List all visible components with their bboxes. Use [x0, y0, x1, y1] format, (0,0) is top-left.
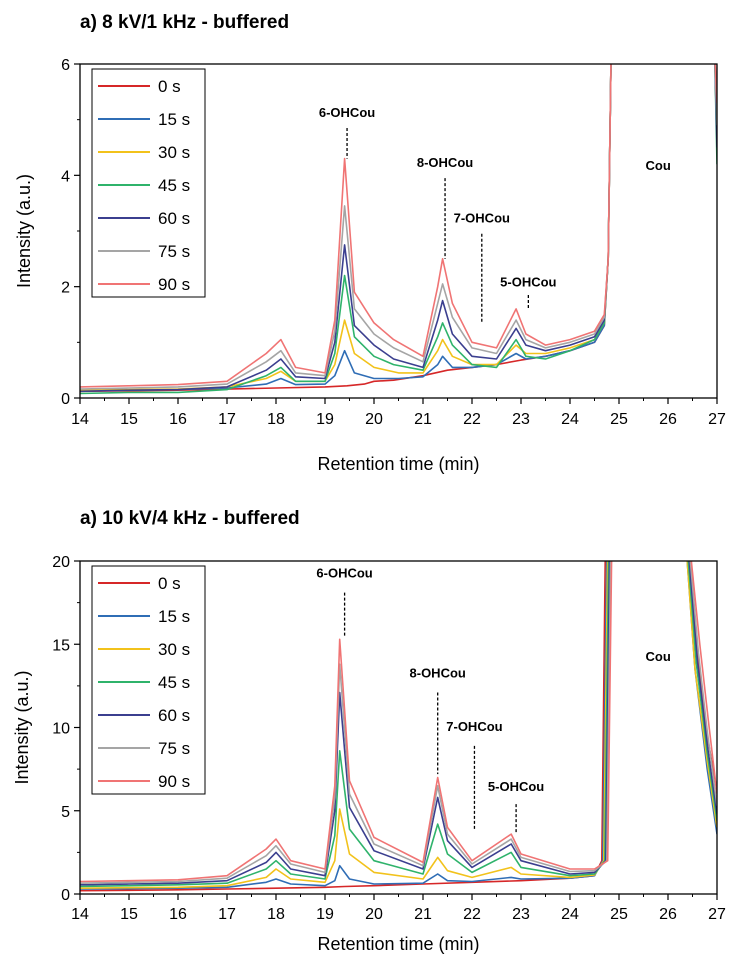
chart1-xtick-label: 26	[659, 906, 677, 923]
chart1-xtick-label: 19	[316, 906, 334, 923]
chart1-xtick-label: 25	[610, 906, 628, 923]
chart1-series-60s	[80, 561, 717, 886]
chart0-legend-label: 0 s	[158, 77, 181, 96]
chart0-xtick-label: 25	[610, 411, 628, 428]
chart1-xtick-label: 27	[708, 906, 726, 923]
chart0-annotation-label: Cou	[646, 158, 671, 173]
chart1-annotation-label: 6-OHCou	[316, 566, 372, 581]
chart0-xlabel: Retention time (min)	[317, 454, 479, 474]
chart1-ytick-label: 0	[61, 887, 70, 904]
chart0-legend-label: 75 s	[158, 242, 190, 261]
chart1-ytick-label: 10	[52, 721, 70, 738]
chart1-annotation-label: 8-OHCou	[410, 666, 466, 681]
chart1-ytick-label: 15	[52, 637, 70, 654]
chart0-legend-label: 15 s	[158, 110, 190, 129]
chart0-series-60s	[80, 64, 717, 393]
chart0-legend-label: 90 s	[158, 275, 190, 294]
chart1-xtick-label: 23	[512, 906, 530, 923]
chart0-title: a) 8 kV/1 kHz - buffered	[80, 12, 289, 33]
chart0-xtick-label: 17	[218, 411, 236, 428]
chart1-xtick-label: 16	[169, 906, 187, 923]
chart0-series-15s	[80, 64, 717, 392]
chart1: a) 10 kV/4 kHz - buffered 14 15 16 17 18 19 20 2…	[12, 508, 726, 954]
chart1-series-75s	[80, 561, 717, 884]
chart0-xtick-label: 23	[512, 411, 530, 428]
chart0-xtick-label: 22	[463, 411, 481, 428]
chart1-legend-label: 75 s	[158, 739, 190, 758]
chart0-series-45s	[80, 64, 717, 395]
chart0-xtick-label: 26	[659, 411, 677, 428]
chart1-xtick-label: 18	[267, 906, 285, 923]
chart1-ytick-label: 5	[61, 804, 70, 821]
chart1-legend-label: 90 s	[158, 772, 190, 791]
chart0-series-90s	[80, 64, 717, 388]
chart1-series-group	[80, 561, 717, 892]
chart1-xlabel: Retention time (min)	[317, 934, 479, 954]
chart0-ytick-label: 4	[61, 168, 70, 185]
chart0-annotation-label: 7-OHCou	[454, 211, 510, 226]
chart0-annotation-label: 5-OHCou	[500, 275, 556, 290]
chart0-legend-label: 45 s	[158, 176, 190, 195]
chart0-ylabel: Intensity (a.u.)	[14, 174, 34, 288]
chart1-xtick-label: 15	[120, 906, 138, 923]
chart0-xtick-label: 27	[708, 411, 726, 428]
chart1-series-45s	[80, 561, 717, 888]
chart1-legend-label: 30 s	[158, 640, 190, 659]
chart1-annotation-label: 7-OHCou	[446, 719, 502, 734]
chart0-series-75s	[80, 64, 717, 390]
chart1-legend-label: 0 s	[158, 574, 181, 593]
chart0-xtick-label: 14	[71, 411, 89, 428]
chart1-legend-label: 45 s	[158, 673, 190, 692]
chart0-annotation-label: 8-OHCou	[417, 155, 473, 170]
chart1-series-15s	[80, 561, 717, 890]
chart1-title: a) 10 kV/4 kHz - buffered	[80, 508, 300, 529]
chart1-annotation-label: Cou	[646, 649, 671, 664]
chart0-ytick-label: 6	[61, 57, 70, 74]
chart0-xtick-label: 24	[561, 411, 579, 428]
chart1-series-90s	[80, 561, 717, 883]
chart1-series-0s	[80, 561, 717, 892]
chart0-xtick-label: 16	[169, 411, 187, 428]
chart1-legend-box	[91, 565, 206, 795]
chart0-xtick-label: 19	[316, 411, 334, 428]
chart0-legend-label: 30 s	[158, 143, 190, 162]
chart1-ytick-label: 20	[52, 554, 70, 571]
chart1-legend-label: 15 s	[158, 607, 190, 626]
chart0-legend-label: 60 s	[158, 209, 190, 228]
chart0-legend-box	[91, 68, 206, 298]
chart1-xtick-label: 21	[414, 906, 432, 923]
chart0-annotation-label: 6-OHCou	[319, 105, 375, 120]
chart1-annotation-label: 5-OHCou	[488, 779, 544, 794]
chart0-xtick-label: 15	[120, 411, 138, 428]
chart0-ytick-label: 2	[61, 280, 70, 297]
chart1-xtick-label: 22	[463, 906, 481, 923]
chart0-ytick-label: 0	[61, 391, 70, 408]
chart1-xtick-label: 17	[218, 906, 236, 923]
chart1-xtick-label: 14	[71, 906, 89, 923]
chart1-ylabel: Intensity (a.u.)	[12, 670, 32, 784]
chart1-series-30s	[80, 561, 717, 889]
chart1-xtick-label: 24	[561, 906, 579, 923]
chart0-xtick-label: 20	[365, 411, 383, 428]
chart0-series-group	[80, 64, 717, 395]
chart0-xtick-label: 21	[414, 411, 432, 428]
chart1-xtick-label: 20	[365, 906, 383, 923]
chart0-xtick-label: 18	[267, 411, 285, 428]
chart1-legend-label: 60 s	[158, 706, 190, 725]
